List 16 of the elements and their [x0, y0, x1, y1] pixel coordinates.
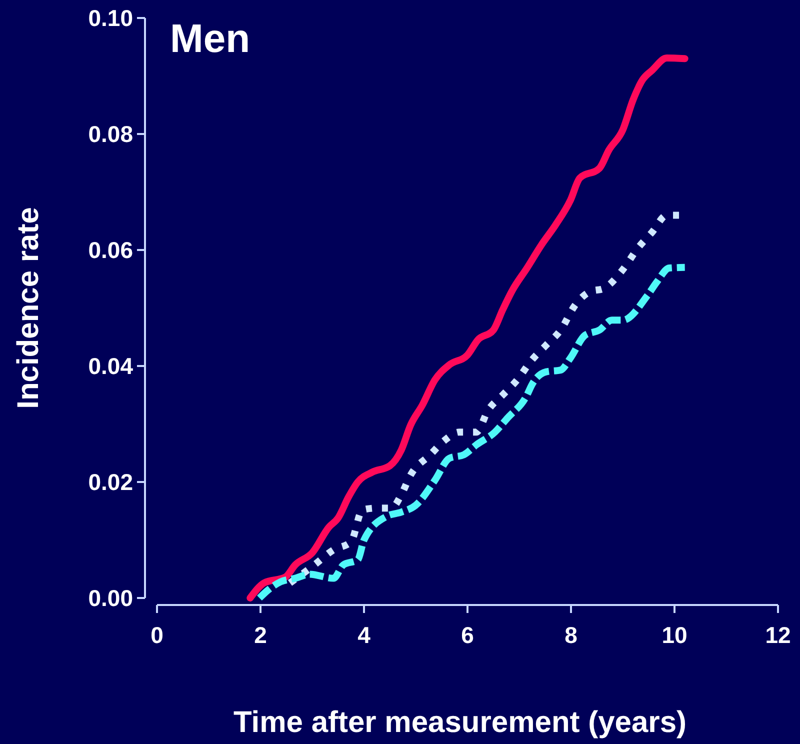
y-tick-label: 0.00 — [88, 585, 133, 612]
y-axis-title: Incidence rate — [12, 207, 45, 409]
x-tick-label: 10 — [662, 622, 688, 648]
chart-title: Men — [170, 17, 250, 61]
y-tick-label: 0.02 — [88, 469, 133, 496]
y-tick-label: 0.10 — [88, 5, 133, 32]
y-tick-label: 0.08 — [88, 121, 134, 148]
x-axis-title: Time after measurement (years) — [234, 706, 686, 739]
x-tick-label: 0 — [150, 622, 164, 648]
x-tick-label: 12 — [765, 622, 791, 648]
y-tick-label: 0.06 — [88, 237, 133, 264]
x-tick-label: 2 — [254, 622, 267, 648]
x-tick-label: 4 — [358, 622, 371, 648]
x-tick-label: 6 — [461, 622, 474, 648]
x-tick-label: 8 — [564, 622, 578, 648]
y-tick-label: 0.04 — [88, 353, 134, 380]
